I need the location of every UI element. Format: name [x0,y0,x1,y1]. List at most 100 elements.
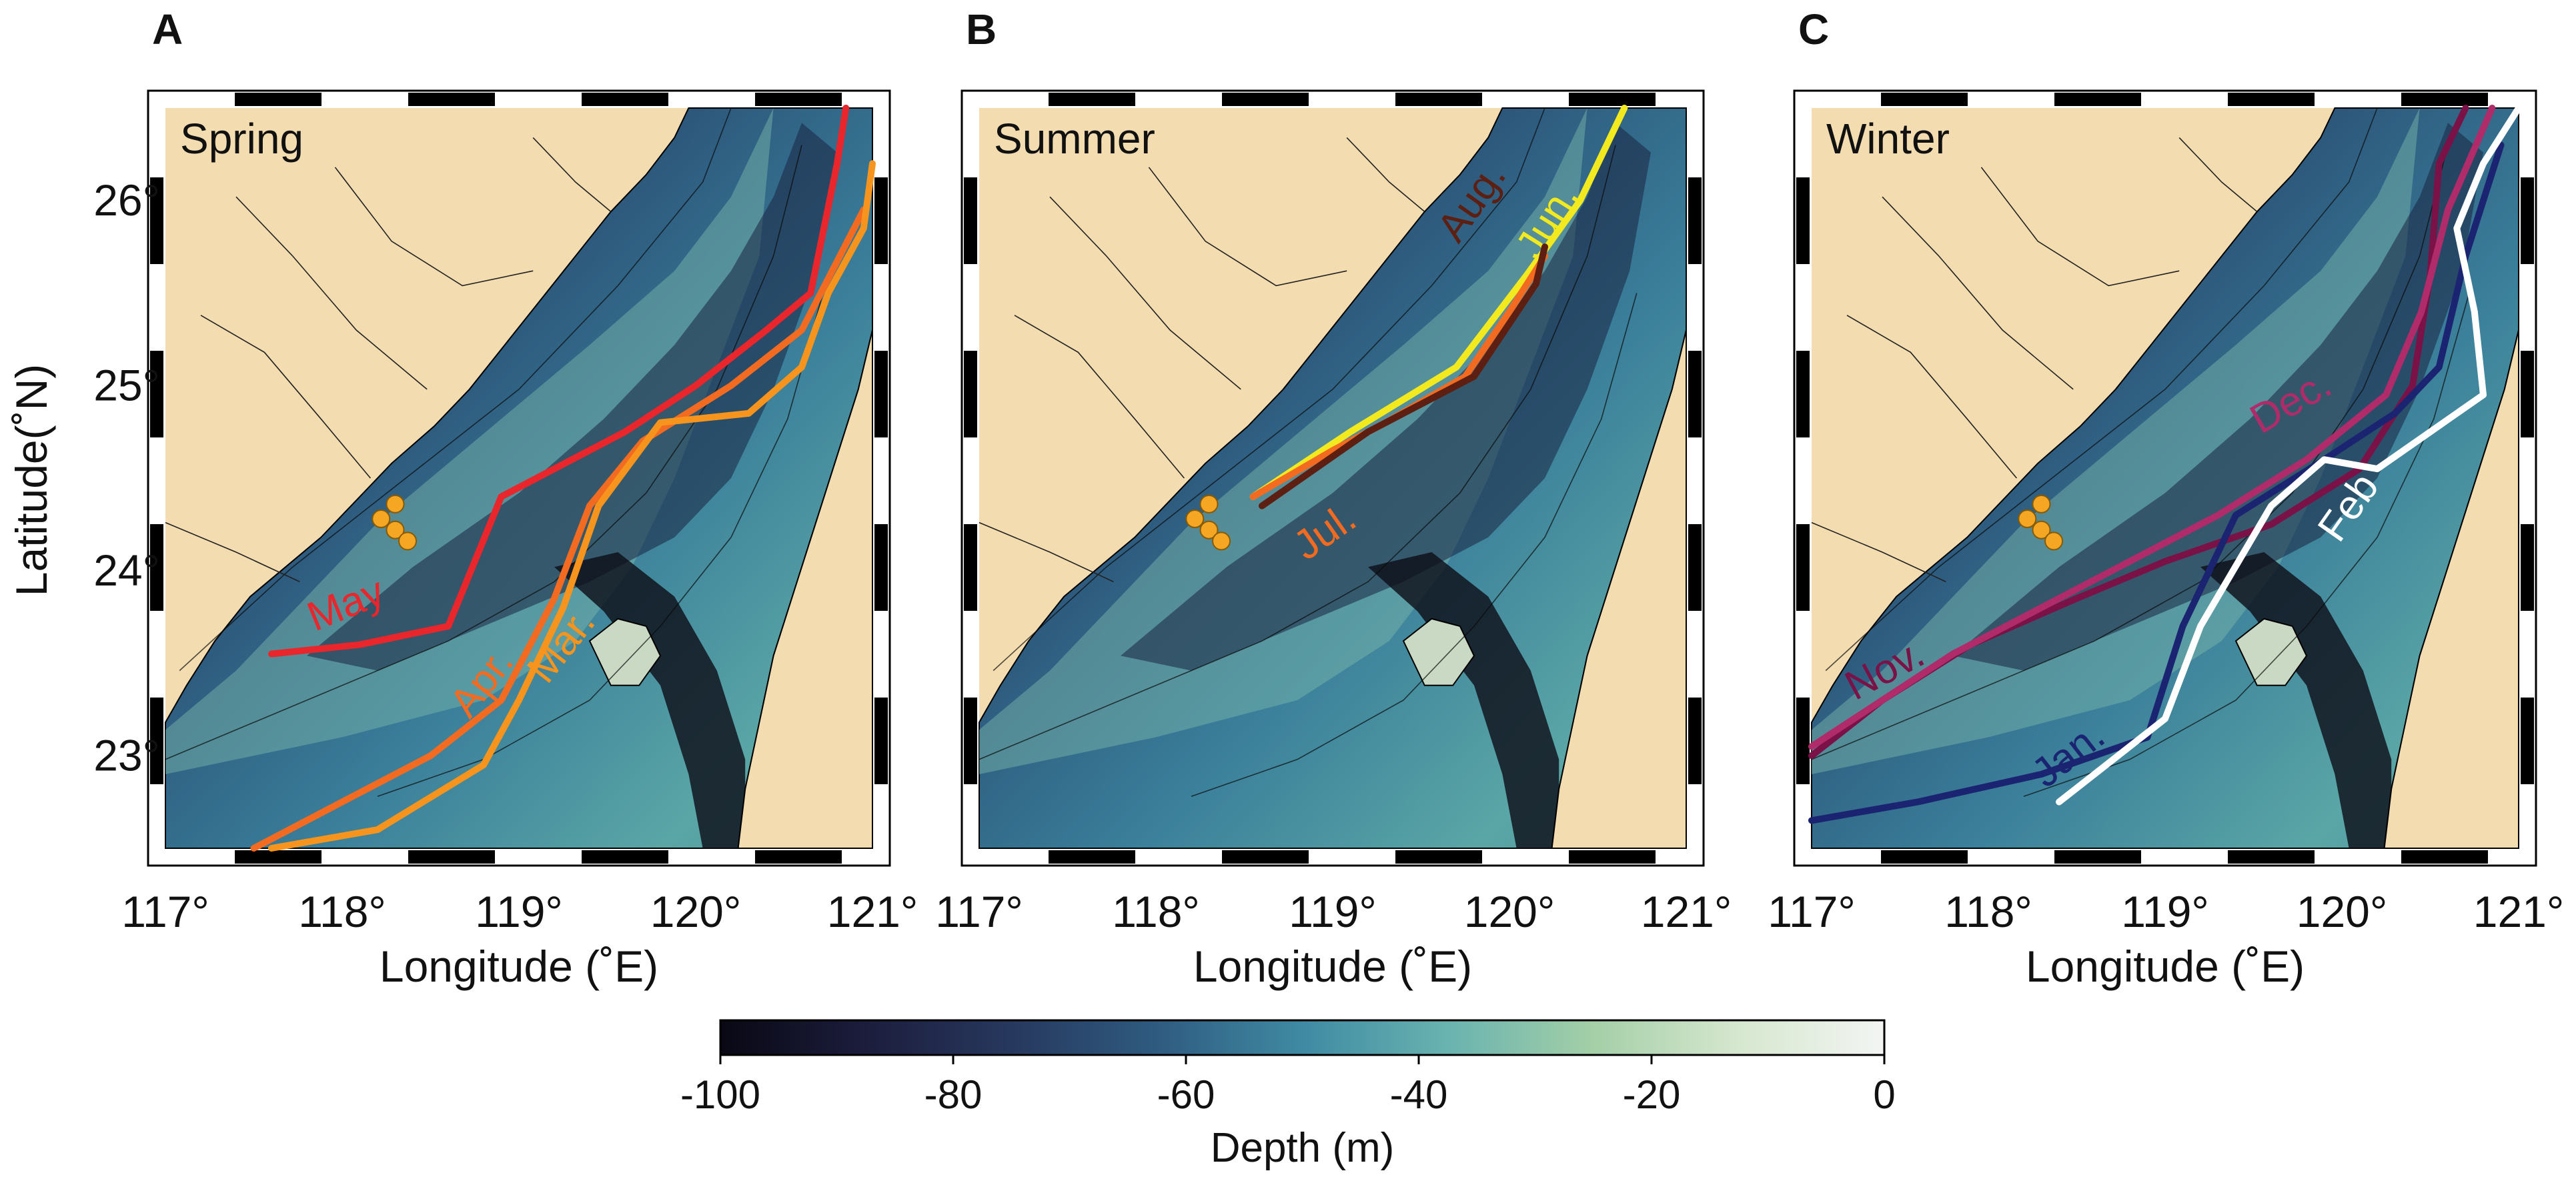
frame-block [2401,93,2488,106]
depth-contour [1191,293,1638,798]
east-coast-land [2383,329,2519,849]
station-marker [386,494,405,513]
shallow-shelf [1812,108,2420,774]
deep-trough [2200,552,2392,848]
frame-block [408,850,495,864]
frame-block [1796,524,1810,611]
season-label: Winter [1826,115,1950,163]
colorbar-tick-label: -60 [1157,1072,1215,1117]
station-marker [2032,520,2051,539]
station-marker [372,509,391,529]
x-tick-label: 117° [121,887,209,936]
front-line [268,160,876,852]
y-tick-label: 26° [93,175,160,225]
frame-block [1881,850,1968,864]
frame-block [755,850,842,864]
river [200,315,372,479]
frame-block [1881,93,1968,106]
frame-block [1569,93,1656,106]
x-tick-label: 118° [1112,887,1200,936]
frame-block [964,698,977,784]
station-marker [1199,494,1219,513]
frame-block [1395,850,1482,864]
frame-block [874,351,888,437]
front-line [1259,243,1548,509]
frame-block [2228,93,2315,106]
frame-block [2401,850,2488,864]
river [2178,137,2258,213]
x-tick-label: 119° [2121,887,2209,936]
frame-block [1796,698,1810,784]
river [979,521,1114,583]
season-label: Summer [994,115,1155,163]
shallow-shelf [979,108,1587,774]
depth-contour [979,145,1616,760]
deep-channel [1121,123,1651,671]
season-label: Spring [180,115,303,163]
x-axis-label: Longitude (˚E) [380,942,658,991]
station-marker [1212,531,1231,551]
station-marker [2044,531,2064,551]
frame-block [874,177,888,264]
panel-letter: B [966,5,997,53]
panel-letter: C [1798,5,1829,53]
river [1980,167,2180,287]
colorbar-tick-label: -20 [1623,1072,1681,1117]
depth-contour [1825,107,2378,672]
depth-contour [1811,145,2449,760]
frame-block [408,93,495,106]
river [1049,196,1241,390]
frame-block [1049,850,1135,864]
depth-colorbar: -100 -80 -60 -40 -20 0 Depth (m) [680,1019,1896,1171]
x-tick-label: 119° [475,887,563,936]
river [532,137,612,213]
front-line [2056,105,2522,806]
frame-block [150,698,163,784]
colorbar-label: Depth (m) [1211,1125,1395,1171]
frame-block [2521,698,2534,784]
frame-block [1688,177,1702,264]
frame-block [964,351,977,437]
frame-block [1049,93,1135,106]
river [1846,315,2018,479]
frame-block [1395,93,1482,106]
frame-block [582,93,668,106]
frame-block [1796,351,1810,437]
frame-block [1569,850,1656,864]
frame-block [874,698,888,784]
shallow-shelf [165,108,774,774]
river [334,167,534,287]
station-marker [1185,509,1205,529]
frame-block [874,524,888,611]
colorbar-bar [719,1019,1886,1056]
x-tick-label: 121° [2473,887,2565,936]
colorbar-tick-label: -80 [924,1072,983,1117]
frame-block [964,177,977,264]
frame-block [2521,177,2534,264]
depth-contour [165,145,802,760]
depth-contour [2023,293,2470,798]
station-marker [398,531,418,551]
x-tick-label: 119° [1289,887,1377,936]
x-tick-label: 118° [1944,887,2032,936]
frame-block [1222,850,1309,864]
y-tick-label: 23° [93,730,160,780]
frame-block [150,177,163,264]
river [1346,137,1425,213]
frame-block [2521,524,2534,611]
y-axis-label: Latitude(˚N) [7,364,56,596]
frame-block [2228,850,2315,864]
y-tick-label: 25° [93,360,160,409]
depth-contour [993,107,1545,672]
frame-block [964,524,977,611]
east-coast-land [737,329,873,849]
frame-block [235,93,321,106]
river [1882,196,2074,390]
frame-block [1796,177,1810,264]
